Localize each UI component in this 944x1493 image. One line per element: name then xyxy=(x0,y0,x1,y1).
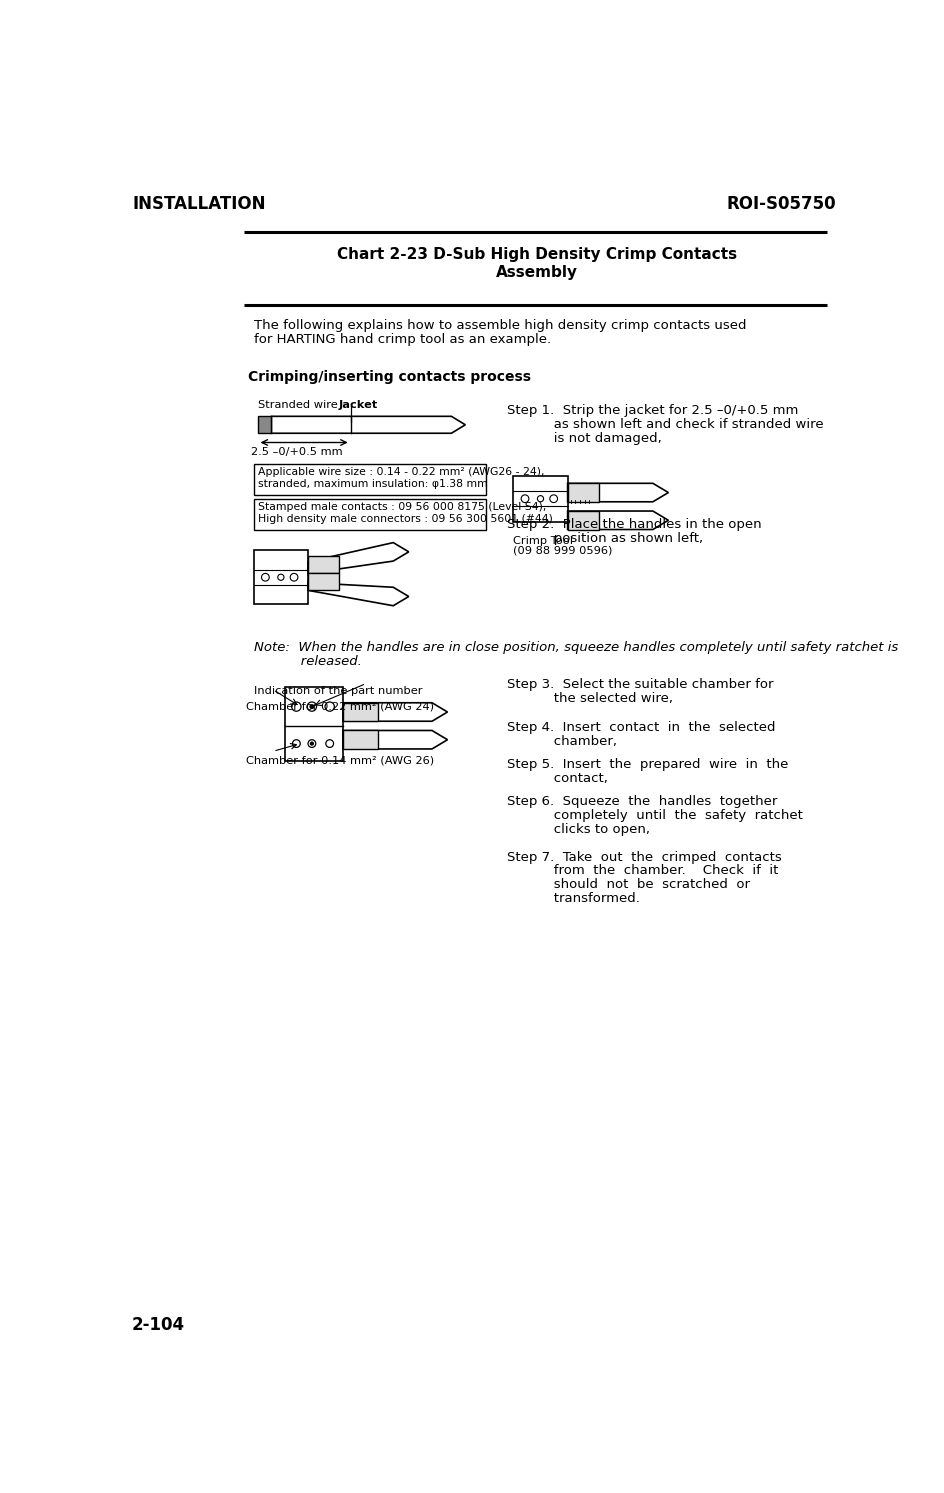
Text: The following explains how to assemble high density crimp contacts used: The following explains how to assemble h… xyxy=(254,320,746,333)
Text: for HARTING hand crimp tool as an example.: for HARTING hand crimp tool as an exampl… xyxy=(254,333,550,346)
Text: should  not  be  scratched  or: should not be scratched or xyxy=(507,878,750,891)
Text: INSTALLATION: INSTALLATION xyxy=(132,194,265,212)
Polygon shape xyxy=(343,703,447,721)
Text: 2.5 –0/+0.5 mm: 2.5 –0/+0.5 mm xyxy=(250,446,342,457)
Text: Stamped male contacts : 09 56 000 8175 (Level S4),: Stamped male contacts : 09 56 000 8175 (… xyxy=(258,502,546,512)
Text: (09 88 999 0596): (09 88 999 0596) xyxy=(513,545,612,555)
Circle shape xyxy=(293,739,300,748)
Text: Step 1.  Strip the jacket for 2.5 –0/+0.5 mm: Step 1. Strip the jacket for 2.5 –0/+0.5… xyxy=(507,405,798,417)
Text: Crimp Tool: Crimp Tool xyxy=(513,536,573,545)
Circle shape xyxy=(278,575,284,581)
Text: completely  until  the  safety  ratchet: completely until the safety ratchet xyxy=(507,809,802,823)
Text: the selected wire,: the selected wire, xyxy=(507,691,672,705)
Bar xyxy=(254,499,486,530)
Polygon shape xyxy=(567,511,667,530)
Text: chamber,: chamber, xyxy=(507,735,616,748)
Circle shape xyxy=(292,702,301,711)
Bar xyxy=(308,573,339,590)
Bar xyxy=(513,476,567,523)
Text: Chamber for 0.14 mm² (AWG 26): Chamber for 0.14 mm² (AWG 26) xyxy=(245,755,433,764)
Text: 2-104: 2-104 xyxy=(132,1315,185,1333)
Text: transformed.: transformed. xyxy=(507,893,639,905)
Polygon shape xyxy=(308,582,409,606)
Text: Step 5.  Insert  the  prepared  wire  in  the: Step 5. Insert the prepared wire in the xyxy=(507,758,787,772)
Bar xyxy=(258,417,271,433)
Circle shape xyxy=(307,702,316,711)
Text: Assembly: Assembly xyxy=(495,266,577,281)
Text: Jacket: Jacket xyxy=(339,400,378,411)
Text: Step 6.  Squeeze  the  handles  together: Step 6. Squeeze the handles together xyxy=(507,796,777,808)
Text: position as shown left,: position as shown left, xyxy=(507,532,702,545)
Bar xyxy=(343,730,378,749)
Bar xyxy=(308,557,339,573)
Text: Step 3.  Select the suitable chamber for: Step 3. Select the suitable chamber for xyxy=(507,678,773,691)
Bar xyxy=(567,511,598,530)
Circle shape xyxy=(310,705,313,709)
Text: Indication of the part number: Indication of the part number xyxy=(254,685,422,696)
Circle shape xyxy=(549,494,557,503)
Bar xyxy=(284,687,343,760)
Circle shape xyxy=(308,739,315,748)
Polygon shape xyxy=(308,542,409,573)
Polygon shape xyxy=(271,417,464,433)
Text: Step 7.  Take  out  the  crimped  contacts: Step 7. Take out the crimped contacts xyxy=(507,851,781,863)
Circle shape xyxy=(261,573,269,581)
Text: Crimping/inserting contacts process: Crimping/inserting contacts process xyxy=(248,370,531,384)
Bar xyxy=(254,551,308,605)
Polygon shape xyxy=(567,484,667,502)
Text: ROI-S05750: ROI-S05750 xyxy=(726,194,835,212)
Bar xyxy=(254,464,486,494)
Bar xyxy=(343,703,378,721)
Text: from  the  chamber.    Check  if  it: from the chamber. Check if it xyxy=(507,864,778,878)
Circle shape xyxy=(290,573,297,581)
Text: Stranded wire: Stranded wire xyxy=(258,400,337,411)
Circle shape xyxy=(326,739,333,748)
Text: Step 4.  Insert  contact  in  the  selected: Step 4. Insert contact in the selected xyxy=(507,721,775,735)
Text: as shown left and check if stranded wire: as shown left and check if stranded wire xyxy=(507,418,823,431)
Text: released.: released. xyxy=(254,655,362,667)
Text: High density male connectors : 09 56 300 5601 (#44): High density male connectors : 09 56 300… xyxy=(258,514,552,524)
Text: Applicable wire size : 0.14 - 0.22 mm² (AWG26 - 24),: Applicable wire size : 0.14 - 0.22 mm² (… xyxy=(258,467,544,478)
Text: Chart 2-23 D-Sub High Density Crimp Contacts: Chart 2-23 D-Sub High Density Crimp Cont… xyxy=(336,246,736,261)
Text: contact,: contact, xyxy=(507,772,607,785)
Circle shape xyxy=(310,742,313,745)
Circle shape xyxy=(537,496,543,502)
Text: Note:  When the handles are in close position, squeeze handles completely until : Note: When the handles are in close posi… xyxy=(254,640,897,654)
Text: Chamber for 0.22 mm² (AWG 24): Chamber for 0.22 mm² (AWG 24) xyxy=(245,702,433,711)
Circle shape xyxy=(520,494,529,503)
Text: clicks to open,: clicks to open, xyxy=(507,823,649,836)
Bar xyxy=(567,484,598,502)
Text: is not damaged,: is not damaged, xyxy=(507,431,661,445)
Text: Step 2.  Place the handles in the open: Step 2. Place the handles in the open xyxy=(507,518,761,532)
Text: stranded, maximum insulation: φ1.38 mm: stranded, maximum insulation: φ1.38 mm xyxy=(258,479,487,490)
Polygon shape xyxy=(343,730,447,749)
Circle shape xyxy=(325,702,334,711)
